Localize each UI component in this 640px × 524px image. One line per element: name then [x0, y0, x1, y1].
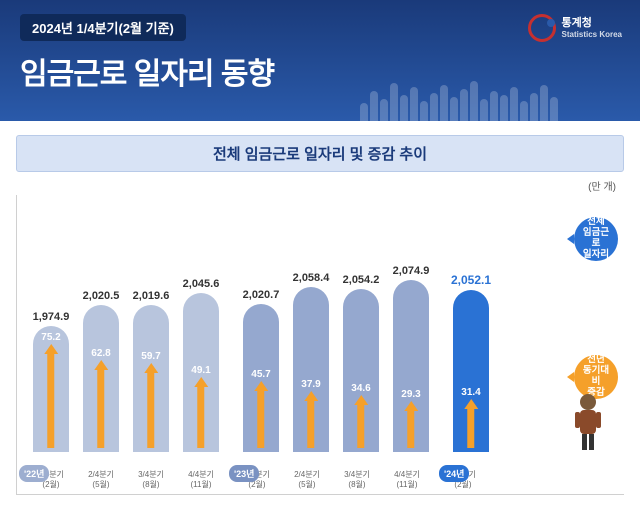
bar: 59.7: [133, 305, 169, 452]
header: 2024년 1/4분기(2월 기준) 임금근로 일자리 동향 통계청 Stati…: [0, 0, 640, 121]
logo-icon: [528, 14, 556, 42]
bar-column: 2,019.6 59.7: [129, 290, 173, 452]
change-value: 45.7: [251, 369, 270, 380]
change-arrow: 37.9: [301, 379, 320, 448]
bar-column: 2,020.7 45.7: [239, 289, 283, 452]
bar-column: 2,045.6 49.1: [179, 278, 223, 452]
bar-value: 2,020.7: [243, 289, 280, 301]
bar-column: 2,052.1 31.4: [449, 273, 493, 452]
bar: 62.8: [83, 305, 119, 452]
year-tag: '24년: [439, 465, 469, 482]
x-label: 2/4분기(5월): [79, 470, 123, 490]
bar-value: 2,052.1: [451, 273, 491, 287]
change-value: 29.3: [401, 389, 420, 400]
change-arrow: 29.3: [401, 389, 420, 448]
bar-value: 2,020.5: [83, 290, 120, 302]
x-label: 4/4분기(11월): [179, 470, 223, 490]
bar-column: 2,054.2 34.6: [339, 274, 383, 452]
x-label: 3/4분기(8월): [335, 470, 379, 490]
change-value: 49.1: [191, 365, 210, 376]
year-group: 2,020.7 45.7 2,058.4 37.9 2,054.2 34.6 2,074.9…: [237, 265, 435, 452]
chart-area: 1,974.9 75.2 2,020.5 62.8 2,019.6 59.7 2,045.6…: [16, 195, 624, 495]
bar-column: 2,020.5 62.8: [79, 290, 123, 452]
change-value: 37.9: [301, 379, 320, 390]
bar-column: 2,058.4 37.9: [289, 272, 333, 452]
bar: 75.2: [33, 326, 69, 452]
bar-value: 2,045.6: [183, 278, 220, 290]
change-arrow: 59.7: [141, 351, 160, 448]
logo: 통계청 Statistics Korea: [528, 14, 622, 42]
change-arrow: 62.8: [91, 348, 110, 449]
bar: 34.6: [343, 289, 379, 452]
silhouette-decoration: [360, 79, 620, 121]
callout-total: 전체임금근로일자리: [574, 217, 618, 261]
x-label: 2/4분기(5월): [285, 470, 329, 490]
bar: 45.7: [243, 304, 279, 452]
bar: 31.4: [453, 290, 489, 452]
x-label: 3/4분기(8월): [129, 470, 173, 490]
change-arrow: 75.2: [41, 332, 60, 448]
year-group: 2,052.1 31.4: [447, 273, 495, 452]
chart-unit: (만 개): [24, 178, 616, 193]
change-arrow: 45.7: [251, 369, 270, 448]
person-icon: [570, 392, 606, 452]
bar-value: 2,019.6: [133, 290, 170, 302]
change-value: 34.6: [351, 383, 370, 394]
bar-value: 2,074.9: [393, 265, 430, 277]
year-group: 1,974.9 75.2 2,020.5 62.8 2,019.6 59.7 2,045.6…: [27, 278, 225, 452]
chart-section: 전체 임금근로 일자리 및 증감 추이 (만 개) 1,974.9 75.2 2,0…: [0, 121, 640, 505]
change-value: 31.4: [461, 387, 480, 398]
bar: 37.9: [293, 287, 329, 452]
chart-title: 전체 임금근로 일자리 및 증감 추이: [16, 135, 624, 172]
bar: 49.1: [183, 293, 219, 452]
bar-value: 1,974.9: [33, 311, 70, 323]
change-value: 75.2: [41, 332, 60, 343]
logo-en: Statistics Korea: [562, 30, 622, 40]
bar-value: 2,058.4: [293, 272, 330, 284]
change-arrow: 34.6: [351, 383, 370, 448]
x-label: 4/4분기(11월): [385, 470, 429, 490]
change-value: 59.7: [141, 351, 160, 362]
change-arrow: 49.1: [191, 365, 210, 448]
period-badge: 2024년 1/4분기(2월 기준): [20, 14, 186, 41]
bar: 29.3: [393, 280, 429, 452]
bar-column: 2,074.9 29.3: [389, 265, 433, 452]
bar-column: 1,974.9 75.2: [29, 311, 73, 452]
logo-name: 통계청: [562, 17, 592, 29]
year-tag: '22년: [19, 465, 49, 482]
change-arrow: 31.4: [461, 387, 480, 448]
bar-value: 2,054.2: [343, 274, 380, 286]
change-value: 62.8: [91, 348, 110, 359]
year-tag: '23년: [229, 465, 259, 482]
